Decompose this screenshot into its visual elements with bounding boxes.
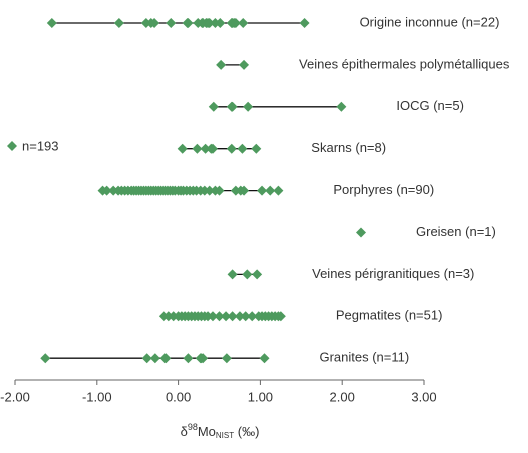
data-point: [183, 353, 194, 364]
category-label: IOCG (n=5): [396, 98, 464, 113]
data-point: [239, 59, 250, 70]
x-tick-label: -2.00: [0, 389, 30, 404]
data-point: [215, 18, 226, 28]
data-point: [221, 353, 232, 364]
data-point: [336, 101, 347, 112]
data-point: [243, 101, 254, 112]
data-point: [141, 353, 152, 364]
data-point: [251, 143, 262, 154]
data-point: [207, 143, 218, 154]
data-point: [237, 143, 248, 154]
data-point: [208, 101, 219, 112]
data-point: [207, 311, 218, 322]
data-point: [257, 185, 268, 196]
data-point: [214, 311, 225, 322]
data-point: [242, 269, 253, 280]
category-label: Veines épithermales polymétalliques: [299, 56, 510, 71]
x-tick-label: 1.00: [248, 389, 273, 404]
data-point: [166, 18, 177, 28]
data-point: [230, 18, 241, 28]
data-point: [273, 185, 284, 196]
data-point: [198, 353, 209, 364]
data-point: [216, 59, 227, 70]
x-tick-label: 3.00: [411, 389, 436, 404]
x-title-mid: Mo: [198, 424, 216, 439]
data-point: [226, 143, 237, 154]
legend-marker: [7, 141, 17, 151]
x-title-sup: 98: [188, 422, 198, 432]
data-point: [204, 185, 215, 196]
data-point: [356, 227, 367, 238]
data-point: [183, 18, 194, 28]
data-point: [240, 311, 251, 322]
data-point: [238, 18, 249, 28]
category-label: Greisen (n=1): [416, 224, 496, 239]
x-title-sub: NIST: [216, 431, 234, 440]
data-point: [214, 185, 225, 196]
data-point: [275, 311, 286, 322]
x-tick-label: -1.00: [82, 389, 112, 404]
data-point: [46, 18, 57, 28]
x-title-base: δ: [181, 424, 188, 439]
data-point: [177, 143, 188, 154]
data-point: [259, 353, 270, 364]
x-tick-label: 0.00: [166, 389, 191, 404]
data-point: [192, 143, 203, 154]
x-tick-label: 2.00: [330, 389, 355, 404]
data-point: [227, 101, 238, 112]
data-point: [299, 18, 310, 28]
category-label: Veines périgranitiques (n=3): [312, 266, 474, 281]
data-point: [239, 185, 250, 196]
data-point: [161, 353, 172, 364]
category-label: Porphyres (n=90): [333, 182, 434, 197]
data-point: [200, 143, 211, 154]
data-point: [221, 311, 232, 322]
data-point: [204, 18, 215, 28]
legend-label: n=193: [22, 138, 59, 153]
category-label: Origine inconnue (n=22): [360, 14, 500, 29]
data-point: [252, 269, 263, 280]
data-point: [149, 18, 160, 28]
data-point: [247, 311, 258, 322]
x-axis-title: δ98MoNIST (‰): [181, 422, 260, 440]
data-point: [265, 185, 276, 196]
data-point: [40, 353, 51, 364]
category-label: Granites (n=11): [319, 350, 409, 365]
data-point: [113, 18, 124, 28]
category-label: Pegmatites (n=51): [336, 308, 443, 323]
data-point: [227, 269, 238, 280]
category-label: Skarns (n=8): [311, 140, 386, 155]
data-point: [234, 311, 245, 322]
x-title-tail: (‰): [234, 424, 259, 439]
data-point: [227, 311, 238, 322]
data-point: [101, 185, 112, 196]
data-point: [149, 353, 160, 364]
